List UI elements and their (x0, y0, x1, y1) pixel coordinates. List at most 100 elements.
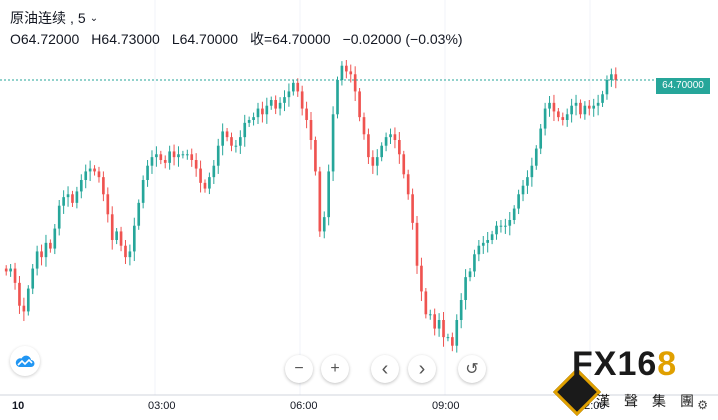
candle-body (349, 71, 353, 75)
candle-body (508, 220, 512, 226)
time-tick-label: 06:00 (290, 400, 318, 412)
candle-body (579, 102, 582, 115)
candle-body (587, 105, 591, 109)
candle-body (331, 114, 335, 172)
candle-body (499, 225, 503, 227)
settings-icon[interactable]: ⚙ (697, 398, 708, 412)
candle-body (225, 131, 229, 138)
candle-body (62, 197, 65, 206)
candle-body (495, 225, 498, 235)
candle-body (203, 182, 207, 189)
candle-body (340, 65, 344, 80)
watermark-brand-main: FX16 (572, 345, 658, 383)
candle-body (548, 102, 551, 109)
zoom-out-button[interactable]: − (285, 355, 313, 383)
candle-body (265, 105, 269, 115)
candle-body (610, 74, 613, 80)
candle-body (66, 194, 70, 198)
scroll-left-button[interactable]: ‹ (371, 355, 399, 383)
candle-body (565, 114, 569, 120)
candle-body (243, 122, 247, 138)
candle-body (53, 228, 57, 249)
candle-body (199, 168, 202, 183)
candle-body (137, 202, 141, 226)
change-pct-value: (−0.03%) (405, 31, 463, 47)
candle-body (464, 277, 467, 300)
candle-body (605, 80, 609, 95)
candle-body (35, 251, 39, 269)
candle-body (336, 80, 339, 115)
candle-body (345, 65, 348, 72)
candle-body (75, 191, 79, 203)
cloud-icon[interactable] (10, 346, 40, 376)
candle-body (420, 265, 423, 292)
candle-body (88, 168, 92, 172)
chevron-down-icon[interactable]: ⌄ (89, 13, 99, 24)
candle-body (574, 102, 578, 106)
candle-body (380, 145, 384, 158)
time-tick-label: 09:00 (432, 400, 460, 412)
close-value: 收=64.70000 (250, 31, 331, 47)
candle-body (155, 154, 158, 158)
candle-body (168, 151, 171, 163)
candle-body (190, 154, 194, 160)
candle-body (9, 268, 12, 272)
candle-body (530, 165, 534, 178)
candle-body (504, 225, 507, 227)
candle-body (13, 268, 17, 283)
candle-body (362, 117, 366, 135)
candle-body (433, 314, 437, 329)
candle-body (512, 208, 516, 220)
candle-body (398, 140, 401, 155)
candle-body (411, 194, 414, 223)
candle-body (256, 108, 260, 118)
symbol-row[interactable]: 原油连续, 5 ⌄ (10, 8, 475, 29)
candle-body (539, 128, 543, 149)
candle-body (84, 171, 88, 180)
candle-body (252, 117, 255, 120)
candle-body (146, 165, 149, 180)
candle-body (468, 271, 472, 278)
candle-body (292, 82, 295, 92)
reset-chart-button[interactable]: ↺ (458, 355, 486, 383)
watermark-subtitle: 漢聲集團 (596, 393, 708, 409)
candle-body (459, 300, 463, 320)
chart-legend: 原油连续, 5 ⌄ O64.72000 H64.73000 L64.70000 收=6… (10, 8, 475, 50)
candle-body (177, 154, 180, 158)
candle-body (57, 205, 61, 229)
candle-body (40, 251, 43, 258)
candle-body (561, 117, 565, 120)
watermark-logo: FX168 漢聲集團 (552, 345, 710, 417)
watermark-brand-num: 8 (657, 345, 678, 383)
zoom-in-button[interactable]: + (321, 355, 349, 383)
candle-body (552, 102, 556, 112)
candle-body (283, 97, 286, 103)
candle-body (309, 120, 313, 140)
candle-body (141, 180, 145, 203)
candle-body (384, 137, 388, 146)
candle-body (543, 108, 547, 129)
candle-body (327, 171, 330, 218)
candle-body (181, 154, 185, 156)
candle-body (71, 194, 74, 203)
last-price-tag: 64.70000 (656, 78, 710, 94)
candle-body (322, 217, 326, 232)
scroll-right-button[interactable]: › (408, 355, 436, 383)
candle-body (300, 91, 304, 109)
candle-body (296, 82, 300, 92)
candle-body (534, 148, 538, 166)
candle-body (150, 157, 154, 166)
candle-body (287, 91, 291, 98)
candle-body (247, 120, 251, 123)
candle-body (119, 231, 123, 246)
time-tick-label: 10 (12, 400, 25, 412)
candle-body (583, 105, 587, 115)
candle-body (442, 320, 445, 338)
cloud-icon-svg (15, 355, 35, 367)
candle-body (18, 282, 21, 306)
candle-body (115, 231, 118, 240)
candle-body (424, 291, 428, 315)
candle-body (110, 214, 114, 240)
candle-body (601, 94, 604, 103)
